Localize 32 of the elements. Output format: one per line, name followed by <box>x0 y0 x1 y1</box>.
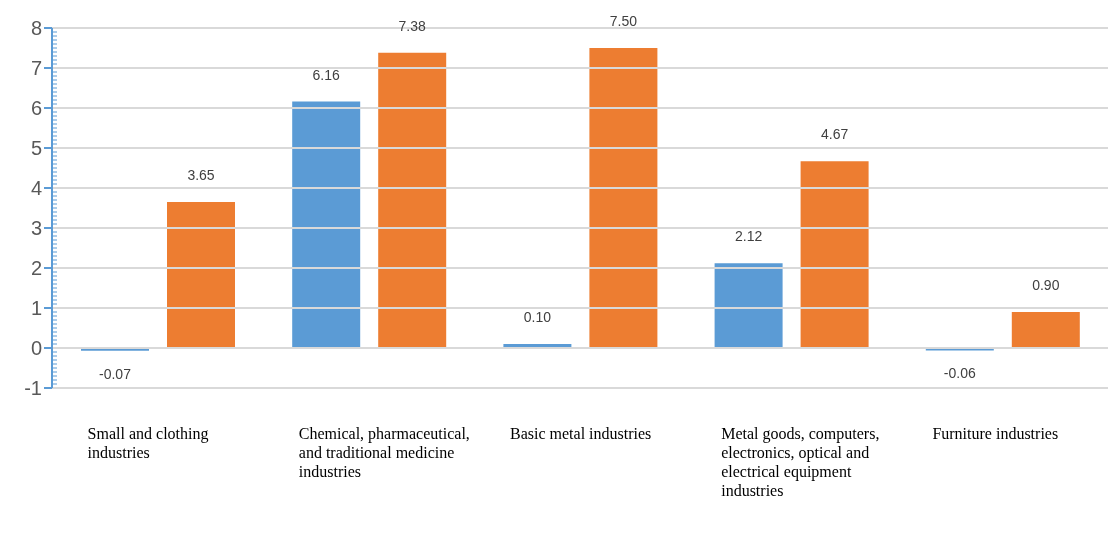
x-tick-label: Small and clothing industries <box>87 424 210 462</box>
bar <box>292 101 361 348</box>
y-tick-label: -1 <box>24 377 42 400</box>
y-tick-label: 6 <box>30 97 42 120</box>
bar <box>167 202 235 348</box>
y-tick-label: 4 <box>30 177 42 200</box>
y-tick-label: 2 <box>30 257 42 280</box>
x-tick-label: Basic metal industries <box>510 424 653 443</box>
y-tick-label: 0 <box>30 337 42 360</box>
x-tick-label: Metal goods, computers, electronics, optical and electrical equipment industries <box>721 424 881 500</box>
data-label: 3.65 <box>187 167 215 183</box>
x-tick-label: Chemical, pharmaceutical, and traditional medicine industries <box>298 424 471 481</box>
y-tick-label: 5 <box>30 137 42 160</box>
data-label: -0.07 <box>99 365 132 382</box>
bar <box>589 48 658 348</box>
bar <box>714 263 783 348</box>
data-label: 6.16 <box>312 66 341 83</box>
data-label: -0.06 <box>943 365 976 382</box>
bar <box>378 52 447 348</box>
data-label: 2.12 <box>734 228 763 245</box>
data-label: 7.38 <box>398 17 427 34</box>
data-label: 0.90 <box>1032 277 1060 293</box>
bar <box>1011 312 1080 348</box>
data-label: 7.50 <box>609 13 638 29</box>
y-tick-label: 3 <box>30 217 42 240</box>
y-tick-label: 8 <box>30 17 42 40</box>
data-label: 0.10 <box>523 309 552 325</box>
y-tick-label: 7 <box>30 57 42 80</box>
bar <box>800 161 869 348</box>
x-tick-label: Furniture industries <box>932 424 1060 443</box>
y-tick-label: 1 <box>30 297 42 320</box>
data-label: 4.67 <box>820 126 849 143</box>
